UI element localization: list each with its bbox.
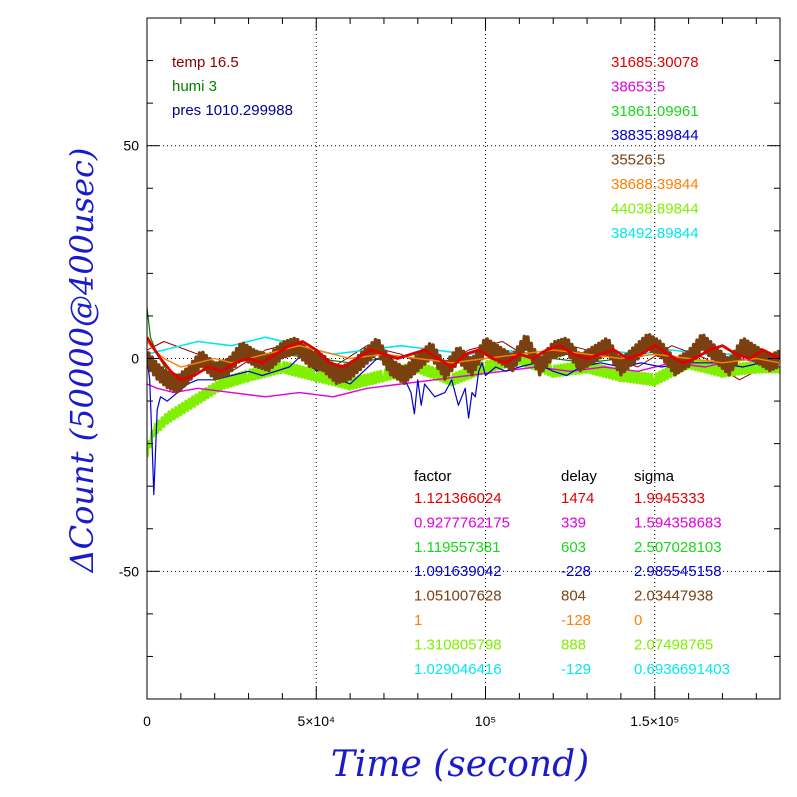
table-cell-factor: 1.310805798: [414, 636, 502, 653]
stats-table: factor delay sigma 1.121366024 1474 1.9945333…: [414, 468, 730, 678]
series-layer: [147, 307, 780, 496]
table-cell-delay: 804: [561, 588, 586, 605]
y-axis-label: ΔCount (50000@400usec): [63, 148, 101, 575]
mean-value: 38835.89844: [611, 127, 699, 144]
env-labels: temp 16.5 humi 3 pres 1010.299988: [172, 54, 293, 119]
x-tick-label: 1.5×10⁵: [630, 713, 679, 729]
table-cell-sigma: 2.07498765: [634, 636, 713, 653]
table-cell-delay: -129: [561, 661, 591, 678]
table-cell-factor: 1.091639042: [414, 563, 502, 580]
table-cell-sigma: 0: [634, 612, 642, 629]
table-cell-sigma: 2.507028103: [634, 539, 722, 556]
table-cell-factor: 0.9277762175: [414, 514, 510, 531]
mean-value: 31685.30078: [611, 54, 699, 71]
mean-value: 38492.89844: [611, 225, 699, 242]
table-cell-delay: -228: [561, 563, 591, 580]
table-cell-sigma: 0.6936691403: [634, 661, 730, 678]
table-cell-delay: 1474: [561, 490, 594, 507]
mean-value: 31861.09961: [611, 103, 699, 120]
table-cell-delay: 888: [561, 636, 586, 653]
mean-value: 38688.39844: [611, 176, 699, 193]
table-cell-sigma: 2.03447938: [634, 588, 713, 605]
env-label: humi 3: [172, 78, 217, 95]
x-tick-label: 5×10⁴: [297, 713, 335, 729]
table-cell-sigma: 2.985545158: [634, 563, 722, 580]
x-tick-label: 0: [143, 713, 151, 729]
means-list: 31685.30078 38653.5 31861.09961 38835.89844…: [611, 54, 699, 242]
env-label: temp 16.5: [172, 54, 239, 71]
series-line-8: [147, 341, 780, 368]
env-label: pres 1010.299988: [172, 102, 293, 119]
table-cell-sigma: 1.9945333: [634, 490, 705, 507]
table-cell-delay: 603: [561, 539, 586, 556]
y-tick-label: -50: [119, 563, 139, 579]
table-header-delay: delay: [561, 468, 597, 485]
table-cell-delay: -128: [561, 612, 591, 629]
table-cell-factor: 1.051007628: [414, 588, 502, 605]
table-cell-factor: 1.119557381: [414, 539, 500, 556]
mean-value: 44038.89844: [611, 200, 699, 217]
table-header-sigma: sigma: [634, 468, 675, 485]
table-cell-factor: 1.121366024: [414, 490, 502, 507]
table-cell-factor: 1: [414, 612, 422, 629]
mean-value: 35526.5: [611, 152, 665, 169]
ticks: [147, 18, 780, 699]
tick-labels: 0 5×10⁴ 10⁵ 1.5×10⁵ -50 0 50: [119, 138, 679, 729]
table-cell-factor: 1.029046416: [414, 661, 502, 678]
table-cell-delay: 339: [561, 514, 586, 531]
y-tick-label: 0: [131, 351, 139, 367]
series-line-9: [147, 336, 780, 382]
series-line-6: [147, 353, 780, 496]
table-cell-sigma: 1.594358683: [634, 514, 722, 531]
table-header-factor: factor: [414, 468, 452, 485]
series-line-5: [147, 357, 780, 398]
x-tick-label: 10⁵: [475, 713, 496, 729]
mean-value: 38653.5: [611, 78, 665, 95]
y-tick-label: 50: [123, 138, 139, 154]
x-axis-label: Time (second): [331, 744, 589, 785]
